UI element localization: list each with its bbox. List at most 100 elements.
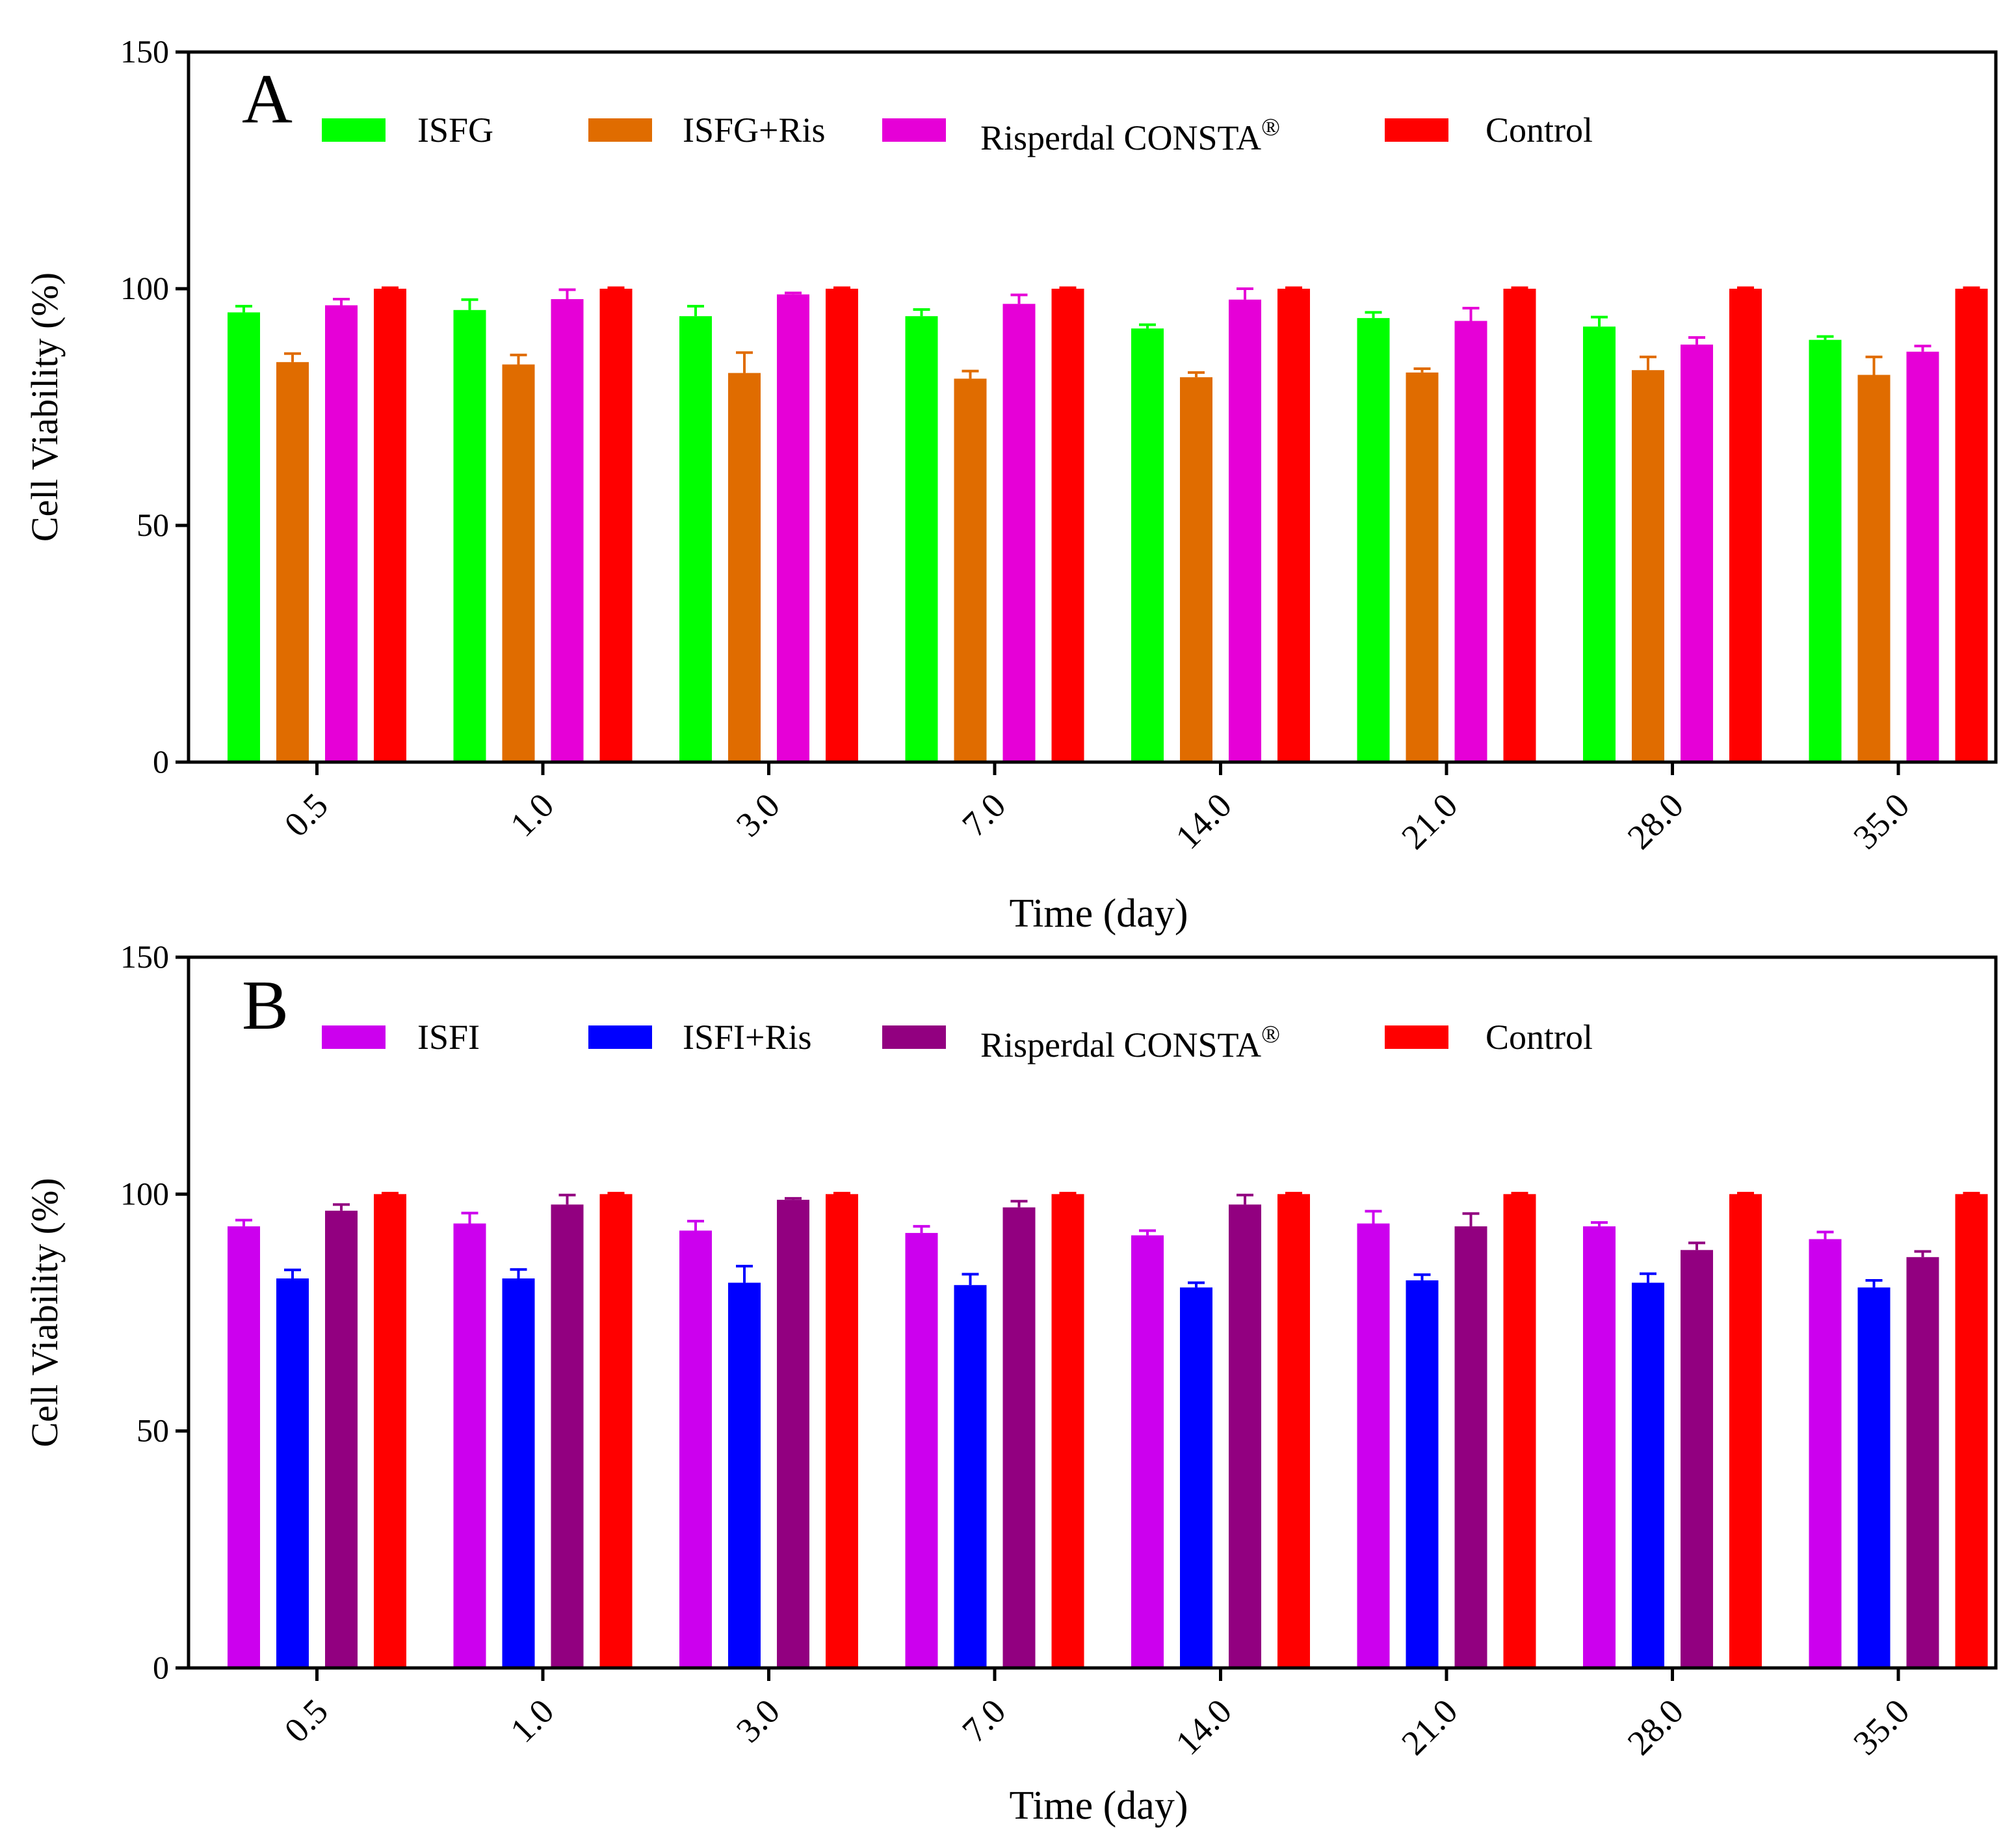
bar-isfi-35.0	[1809, 1239, 1842, 1668]
bar-isfg-ris-28.0	[1632, 370, 1664, 762]
x-axis-title: Time (day)	[1010, 1784, 1188, 1828]
bar-isfi-ris-21.0	[1406, 1280, 1439, 1668]
legend-swatch-control	[1385, 1025, 1448, 1049]
bar-isfg-3.0	[679, 316, 712, 762]
bar-control-14.0	[1277, 289, 1310, 762]
legend-label-control: Control	[1486, 111, 1593, 150]
y-tick-label: 150	[120, 33, 169, 70]
bar-isfi-ris-28.0	[1632, 1282, 1664, 1668]
bar-risperdal-consta-35.0	[1906, 351, 1939, 762]
y-tick-label: 0	[153, 743, 169, 780]
bar-isfg-ris-0.5	[276, 362, 309, 762]
y-tick-label: 150	[120, 938, 169, 975]
bar-isfg-21.0	[1357, 318, 1390, 762]
bar-isfg-35.0	[1809, 339, 1842, 762]
bar-isfg-28.0	[1583, 326, 1616, 762]
bar-isfi-21.0	[1357, 1223, 1390, 1668]
y-tick-label: 100	[120, 270, 169, 306]
bar-risperdal-consta-3.0	[777, 1200, 809, 1668]
bar-risperdal-consta-0.5	[325, 305, 358, 763]
legend-label-superscript: ®	[1261, 1021, 1280, 1048]
bar-control-21.0	[1503, 1194, 1536, 1668]
bar-isfi-ris-14.0	[1180, 1287, 1212, 1668]
bar-control-1.0	[599, 1194, 633, 1668]
bar-isfg-ris-35.0	[1857, 375, 1891, 762]
bar-risperdal-consta-7.0	[1002, 304, 1036, 762]
legend-label-isfi: ISFI	[417, 1018, 480, 1057]
bar-isfi-0.5	[228, 1226, 260, 1668]
bar-risperdal-consta-1.0	[551, 1204, 584, 1668]
bar-isfg-14.0	[1131, 328, 1164, 763]
bar-isfi-ris-35.0	[1857, 1287, 1891, 1668]
legend-label-isfg: ISFG	[417, 111, 493, 150]
bar-isfg-ris-1.0	[502, 364, 535, 762]
bar-isfi-ris-0.5	[276, 1278, 309, 1668]
bar-risperdal-consta-3.0	[777, 294, 809, 763]
x-axis-title: Time (day)	[1010, 892, 1188, 936]
bar-control-35.0	[1955, 289, 1988, 762]
bar-control-28.0	[1729, 289, 1762, 762]
panel-label: B	[242, 967, 289, 1044]
bar-control-7.0	[1051, 289, 1084, 762]
bar-risperdal-consta-21.0	[1454, 321, 1487, 762]
bar-control-28.0	[1729, 1194, 1762, 1668]
legend-label-risperdal-consta: Risperdal CONSTA®	[980, 114, 1280, 157]
bar-isfi-28.0	[1583, 1226, 1616, 1668]
y-axis-title: Cell Viability (%)	[23, 272, 66, 542]
bar-control-0.5	[374, 289, 406, 762]
legend-label-isfi-ris: ISFI+Ris	[683, 1018, 812, 1057]
bar-risperdal-consta-28.0	[1681, 344, 1713, 762]
y-axis-title: Cell Viability (%)	[23, 1178, 66, 1447]
bar-risperdal-consta-35.0	[1906, 1257, 1939, 1668]
bar-control-0.5	[374, 1194, 406, 1668]
bar-isfg-ris-3.0	[728, 373, 761, 762]
bar-risperdal-consta-28.0	[1681, 1250, 1713, 1668]
bar-isfi-14.0	[1131, 1235, 1164, 1668]
bar-risperdal-consta-1.0	[551, 299, 584, 762]
bar-isfi-7.0	[905, 1233, 938, 1668]
bar-control-21.0	[1503, 289, 1536, 762]
bar-isfi-1.0	[453, 1223, 486, 1668]
bar-risperdal-consta-7.0	[1002, 1207, 1036, 1668]
legend-swatch-risperdal-consta	[882, 118, 946, 142]
bar-isfg-ris-21.0	[1406, 372, 1439, 762]
bar-risperdal-consta-0.5	[325, 1210, 358, 1668]
bar-control-7.0	[1051, 1194, 1084, 1668]
legend-label-risperdal-consta: Risperdal CONSTA®	[980, 1021, 1280, 1064]
bar-isfg-0.5	[228, 312, 260, 762]
y-tick-label: 100	[120, 1175, 169, 1211]
bar-isfg-1.0	[453, 310, 486, 762]
bar-risperdal-consta-14.0	[1229, 1204, 1261, 1668]
bar-isfg-7.0	[905, 316, 938, 762]
bar-isfi-ris-1.0	[502, 1278, 535, 1668]
bar-isfi-ris-3.0	[728, 1282, 761, 1668]
legend-label-control: Control	[1486, 1018, 1593, 1057]
legend-swatch-isfg	[322, 118, 386, 142]
legend-swatch-isfi-ris	[588, 1025, 652, 1049]
bar-risperdal-consta-14.0	[1229, 299, 1261, 762]
y-tick-label: 0	[153, 1649, 169, 1685]
panel-label: A	[242, 60, 293, 138]
bar-control-1.0	[599, 289, 633, 762]
bar-isfg-ris-7.0	[954, 378, 987, 762]
legend-swatch-isfi	[322, 1025, 386, 1049]
y-tick-label: 50	[137, 507, 169, 543]
bar-control-3.0	[826, 1194, 858, 1668]
bar-isfg-ris-14.0	[1180, 377, 1212, 762]
legend-label-isfg-ris: ISFG+Ris	[683, 111, 826, 150]
plot-frame	[187, 50, 1998, 764]
plot-frame	[187, 955, 1998, 1670]
legend-swatch-risperdal-consta	[882, 1025, 946, 1049]
bar-risperdal-consta-21.0	[1454, 1226, 1487, 1668]
legend-label-superscript: ®	[1261, 114, 1280, 141]
bar-isfi-3.0	[679, 1230, 712, 1668]
bar-control-3.0	[826, 289, 858, 762]
bar-control-14.0	[1277, 1194, 1310, 1668]
y-tick-label: 50	[137, 1412, 169, 1449]
bar-isfi-ris-7.0	[954, 1285, 987, 1668]
legend-swatch-control	[1385, 118, 1448, 142]
bar-control-35.0	[1955, 1194, 1988, 1668]
